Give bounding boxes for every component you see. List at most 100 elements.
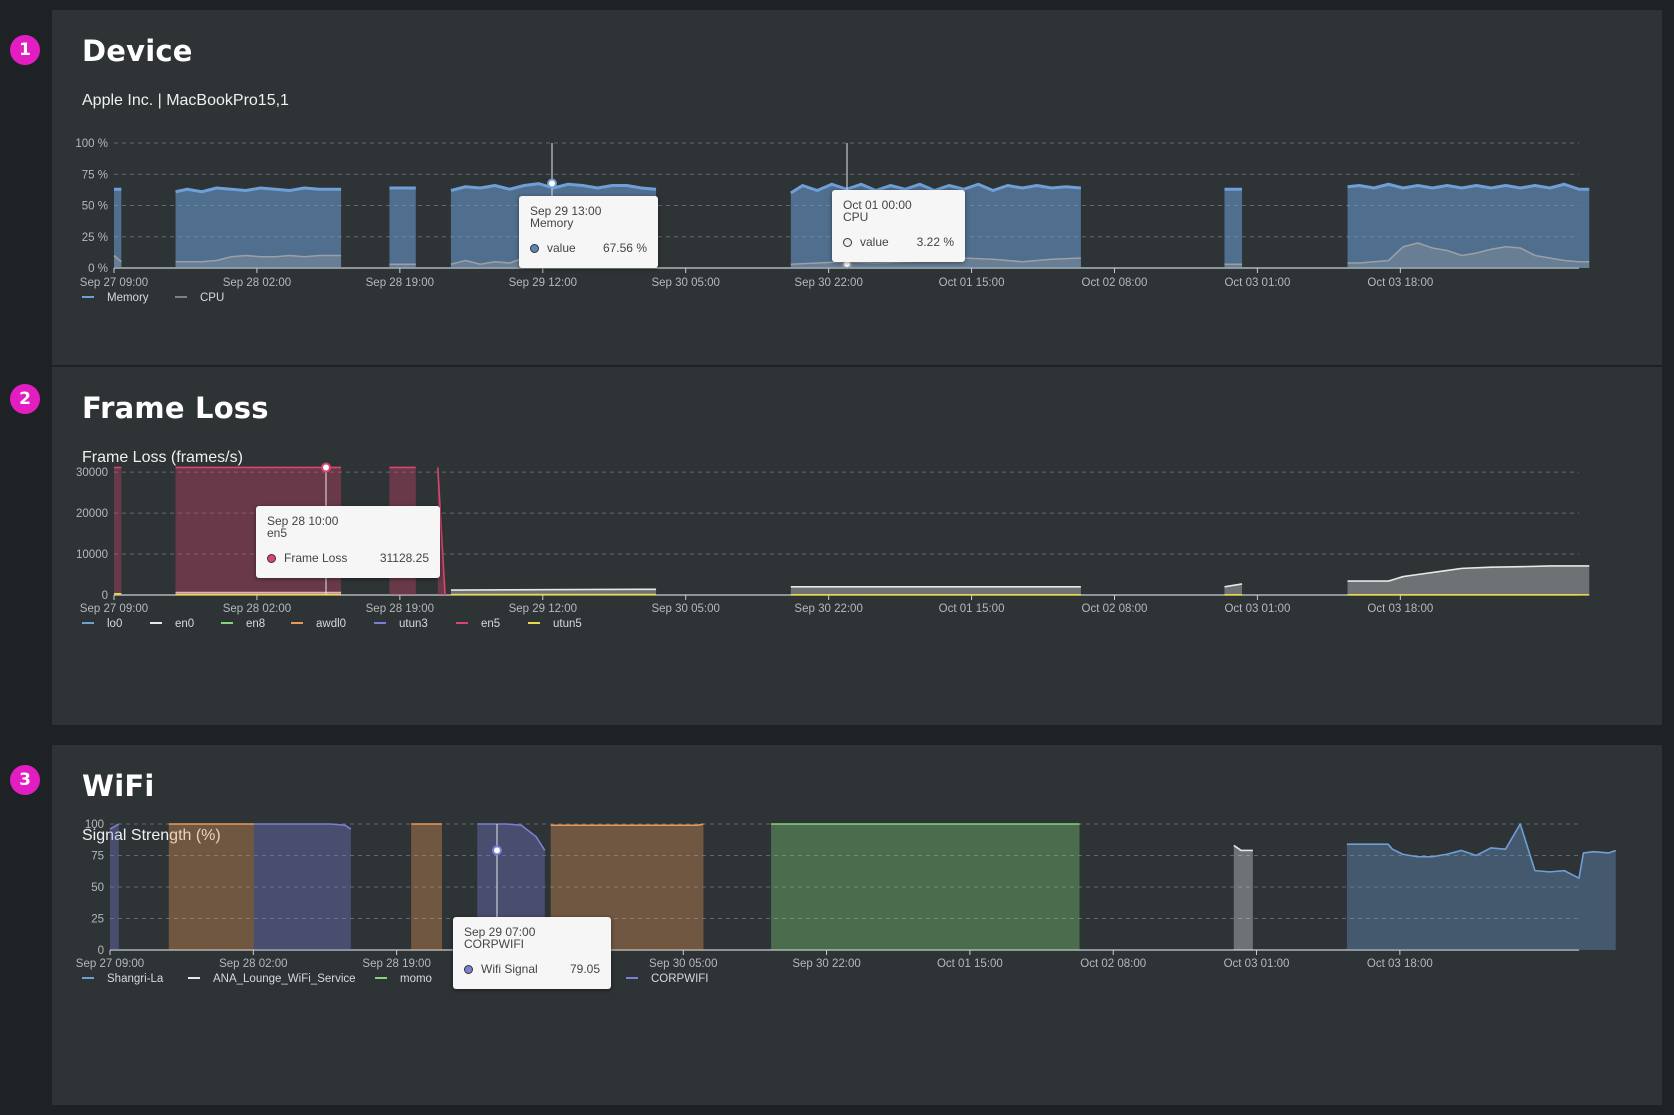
legend-label-momo: momo <box>400 973 432 985</box>
x-tick-label: Sep 28 02:00 <box>219 958 287 970</box>
y-tick-label: 50 <box>91 882 104 894</box>
series-line-cpu <box>113 254 122 263</box>
series-area-marriottbonvoy-guest <box>168 824 254 950</box>
series-area-cpu <box>790 258 1081 268</box>
tooltip-time: Sep 29 07:00 <box>464 925 536 939</box>
x-tick-label: Sep 27 09:00 <box>76 958 144 970</box>
x-tick-label: Oct 02 08:00 <box>1082 603 1148 615</box>
device-subtitle: Apple Inc. | MacBookPro15,1 <box>82 92 289 109</box>
series-area-momo <box>771 824 1080 950</box>
x-tick-label: Sep 30 22:00 <box>794 603 862 615</box>
x-tick-label: Sep 29 12:00 <box>509 603 577 615</box>
tooltip-value: 79.05 <box>569 962 600 976</box>
legend-label-shangri-la: Shangri-La <box>107 973 164 985</box>
y-tick-label: 100 <box>85 819 104 831</box>
tooltip-value: 3.22 % <box>916 235 954 249</box>
hover-point <box>492 845 502 856</box>
series-area-cpu <box>389 264 416 268</box>
tooltip-value: 67.56 % <box>602 241 647 255</box>
frame-loss-title: Frame Loss <box>82 391 269 425</box>
series-area-cpu <box>175 255 342 268</box>
x-tick-label: Oct 03 01:00 <box>1224 958 1290 970</box>
x-tick-label: Oct 02 08:00 <box>1080 958 1146 970</box>
tooltip-dot <box>530 243 539 253</box>
series-line-en5 <box>436 467 446 596</box>
y-tick-label: 50 % <box>82 201 108 213</box>
x-tick-label: Sep 28 19:00 <box>362 958 430 970</box>
wifi-tooltip: Sep 29 07:00 CORPWIFI Wifi Signal 79.05 <box>453 917 611 989</box>
series-line-cpu <box>1347 242 1590 264</box>
series-area-memory <box>389 188 416 268</box>
wifi-panel: WiFi Signal Strength (%) 0 25 50 75 100 Sep 2… <box>52 745 1662 1105</box>
memory-tooltip: Sep 29 13:00 Memory value 67.56 % <box>519 196 658 268</box>
tooltip-series: Memory <box>530 216 574 230</box>
x-tick-label: Sep 27 09:00 <box>80 277 148 289</box>
legend-label-ana-lounge-wifi-service: ANA_Lounge_WiFi_Service <box>213 973 356 985</box>
y-tick-label: 25 <box>91 914 104 926</box>
y-tick-label: 100 % <box>75 138 108 150</box>
series-line-en0 <box>1347 565 1590 582</box>
series-area-en0 <box>1347 565 1590 595</box>
series-area-en5 <box>114 467 122 595</box>
legend-label-corpwifi: CORPWIFI <box>651 973 709 985</box>
section-badge-2: 2 <box>10 384 40 414</box>
hover-point <box>321 462 331 473</box>
series-area-memory <box>114 189 122 268</box>
frame-loss-tooltip: Sep 28 10:00 en5 Frame Loss 31128.25 <box>256 506 440 578</box>
wifi-subtitle: Signal Strength (%) <box>82 827 221 844</box>
wifi-title: WiFi <box>82 769 155 803</box>
tooltip-dot <box>267 553 276 563</box>
legend-label-awdl0: awdl0 <box>316 618 346 630</box>
series-area-ana-lounge-wifi-service <box>1233 845 1253 950</box>
tooltip-dot <box>464 964 473 974</box>
wifi-chart[interactable]: 0 25 50 75 100 Sep 27 09:00 Sep 28 02:00 Sep 28… <box>52 745 1662 1105</box>
series-area-corpwifi <box>110 824 119 950</box>
x-tick-label: Sep 28 02:00 <box>223 603 291 615</box>
series-area-memory <box>1347 184 1590 268</box>
tooltip-time: Sep 29 13:00 <box>530 204 602 218</box>
tooltip-series: en5 <box>267 526 288 540</box>
series-line-en0 <box>1224 583 1243 588</box>
series-line-memory <box>1347 182 1590 191</box>
y-tick-label: 10000 <box>76 549 108 561</box>
device-title: Device <box>82 34 193 68</box>
y-tick-label: 0 <box>102 590 108 602</box>
x-tick-label: Sep 28 19:00 <box>366 277 434 289</box>
series-area-cpu <box>1347 243 1590 268</box>
series-line-memory <box>175 186 342 194</box>
legend-label-en0: en0 <box>175 618 194 630</box>
x-tick-label: Sep 29 12:00 <box>509 277 577 289</box>
series-area-en0 <box>450 589 657 595</box>
section-badge-1: 1 <box>10 35 40 65</box>
tooltip-series: CORPWIFI <box>464 937 524 951</box>
y-tick-label: 0 % <box>88 263 108 275</box>
y-tick-label: 75 <box>91 851 104 863</box>
y-tick-label: 25 % <box>82 232 108 244</box>
y-tick-label: 20000 <box>76 508 108 520</box>
tooltip-series: CPU <box>843 210 869 224</box>
device-chart[interactable]: 0 % 25 % 50 % 75 % 100 % Sep 27 09:00 Sep 28 0… <box>52 10 1662 365</box>
tooltip-dot <box>843 237 852 247</box>
legend-label-lo0: lo0 <box>107 618 122 630</box>
series-area-cpu <box>114 255 122 268</box>
tooltip-time: Oct 01 00:00 <box>843 198 912 212</box>
tooltip-time: Sep 28 10:00 <box>267 514 339 528</box>
frame-loss-subtitle: Frame Loss (frames/s) <box>82 449 243 466</box>
x-tick-label: Sep 30 05:00 <box>651 603 719 615</box>
x-tick-label: Oct 03 01:00 <box>1224 277 1290 289</box>
series-area-memory <box>175 188 342 268</box>
series-line-marriottbonvoy-guest <box>550 823 704 827</box>
series-area-memory <box>1224 189 1243 268</box>
hover-point <box>547 178 557 189</box>
series-line-en0 <box>450 588 657 591</box>
series-area-cpu <box>1224 264 1243 268</box>
x-tick-label: Sep 27 09:00 <box>80 603 148 615</box>
legend-label-en5: en5 <box>481 618 500 630</box>
series-area-corpwifi <box>253 824 351 950</box>
tooltip-value: 31128.25 <box>379 551 429 565</box>
y-tick-label: 75 % <box>82 169 108 181</box>
section-badge-3: 3 <box>10 765 40 795</box>
legend-label-utun5: utun5 <box>553 618 582 630</box>
x-tick-label: Oct 03 18:00 <box>1367 958 1433 970</box>
tooltip-label: value <box>860 235 889 249</box>
